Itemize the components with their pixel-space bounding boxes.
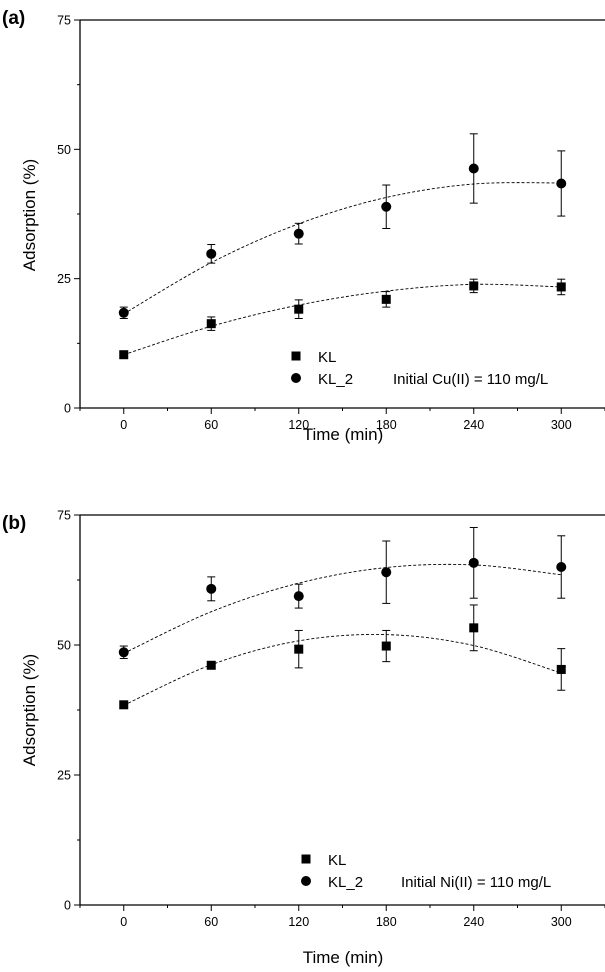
panel-a-kl2-fit-curve — [123, 182, 562, 315]
panel-a-label: (a) — [2, 8, 25, 29]
panel-b-x-axis-title: Time (min) — [303, 948, 384, 967]
panel-b-kl2-point — [118, 647, 129, 658]
panel-b-kl2-point — [381, 567, 392, 578]
panel-b-y-tick-label: 75 — [57, 509, 71, 523]
panel-b-legend-kl2-marker — [301, 876, 311, 886]
panel-a-x-tick-label: 180 — [376, 418, 397, 432]
panel-a-kl-point — [469, 281, 479, 291]
panel-a-x-tick-label: 60 — [204, 418, 218, 432]
panel-a-x-tick-label: 300 — [551, 418, 572, 432]
panel-b-kl-point — [294, 644, 304, 654]
panel-b-kl2-fit-curve — [123, 563, 562, 654]
panel-a-x-tick-label: 120 — [288, 418, 309, 432]
panel-a-kl-point — [294, 304, 304, 314]
panel-a-kl-point — [556, 282, 566, 292]
panel-b-kl-point — [381, 641, 391, 651]
panel-a-y-tick-label: 0 — [64, 402, 71, 416]
panel-a-kl2-point — [381, 201, 392, 212]
panel-b-legend-kl-marker — [301, 854, 311, 864]
panel-a-y-tick-label: 25 — [57, 272, 71, 286]
panel-b-label: (b) — [2, 513, 26, 534]
panel-b-x-tick-label: 180 — [376, 915, 397, 929]
panel-b-kl2-point — [293, 591, 304, 602]
panel-b-kl-fit-curve — [123, 633, 562, 706]
panel-a-y-axis-title: Adsorption (%) — [20, 159, 39, 271]
panel-a-y-tick-label: 75 — [57, 14, 71, 28]
panel-a-kl2-point — [468, 163, 479, 174]
panel-a-legend-kl2-label: KL_2 — [318, 371, 353, 388]
panel-b-kl-point — [119, 700, 129, 710]
panel-a-x-tick-label: 0 — [120, 418, 127, 432]
panel-b-kl-point — [469, 623, 479, 633]
panel-b-legend-kl2-label: KL_2 — [328, 874, 363, 891]
panel-b-y-tick-label: 0 — [64, 899, 71, 913]
panel-b: (b) Adsorption (%) Time (min) Initial Ni… — [2, 509, 605, 967]
panel-b-legend-kl-label: KL — [328, 852, 346, 869]
panel-a: (a) Adsorption (%) Time (min) Initial Cu… — [2, 8, 605, 444]
panel-b-annotation: Initial Ni(II) = 110 mg/L — [401, 874, 551, 891]
panel-b-x-tick-label: 0 — [120, 915, 127, 929]
panel-a-legend-kl2-marker — [291, 373, 301, 383]
panel-a-kl-point — [119, 350, 129, 360]
panel-a-kl-point — [381, 294, 391, 304]
panel-b-y-tick-label: 50 — [57, 639, 71, 653]
panel-a-kl2-point — [293, 228, 304, 239]
panel-b-kl-point — [206, 660, 216, 670]
panel-b-x-tick-label: 240 — [463, 915, 484, 929]
panel-a-kl-point — [206, 319, 216, 329]
panel-a-legend-kl-label: KL — [318, 349, 336, 366]
panel-a-annotation: Initial Cu(II) = 110 mg/L — [393, 371, 548, 388]
panel-a-kl2-point — [556, 178, 567, 189]
panel-b-kl2-point — [206, 583, 217, 594]
panel-a-y-tick-label: 50 — [57, 143, 71, 157]
panel-b-x-tick-label: 300 — [551, 915, 572, 929]
panel-a-kl-fit-curve — [123, 283, 562, 356]
panel-a-x-tick-label: 240 — [463, 418, 484, 432]
panel-b-x-tick-label: 60 — [204, 915, 218, 929]
panel-b-y-axis-title: Adsorption (%) — [20, 654, 39, 766]
panel-a-kl2-point — [206, 248, 217, 259]
panel-b-kl2-point — [556, 562, 567, 572]
panel-a-x-axis-title: Time (min) — [303, 425, 384, 444]
panel-b-kl-point — [556, 664, 566, 674]
panel-a-legend-kl-marker — [291, 351, 301, 361]
panel-b-kl2-point — [468, 557, 479, 568]
panel-a-kl2-point — [118, 307, 129, 318]
panel-b-y-tick-label: 25 — [57, 769, 71, 783]
panel-b-x-tick-label: 120 — [288, 915, 309, 929]
